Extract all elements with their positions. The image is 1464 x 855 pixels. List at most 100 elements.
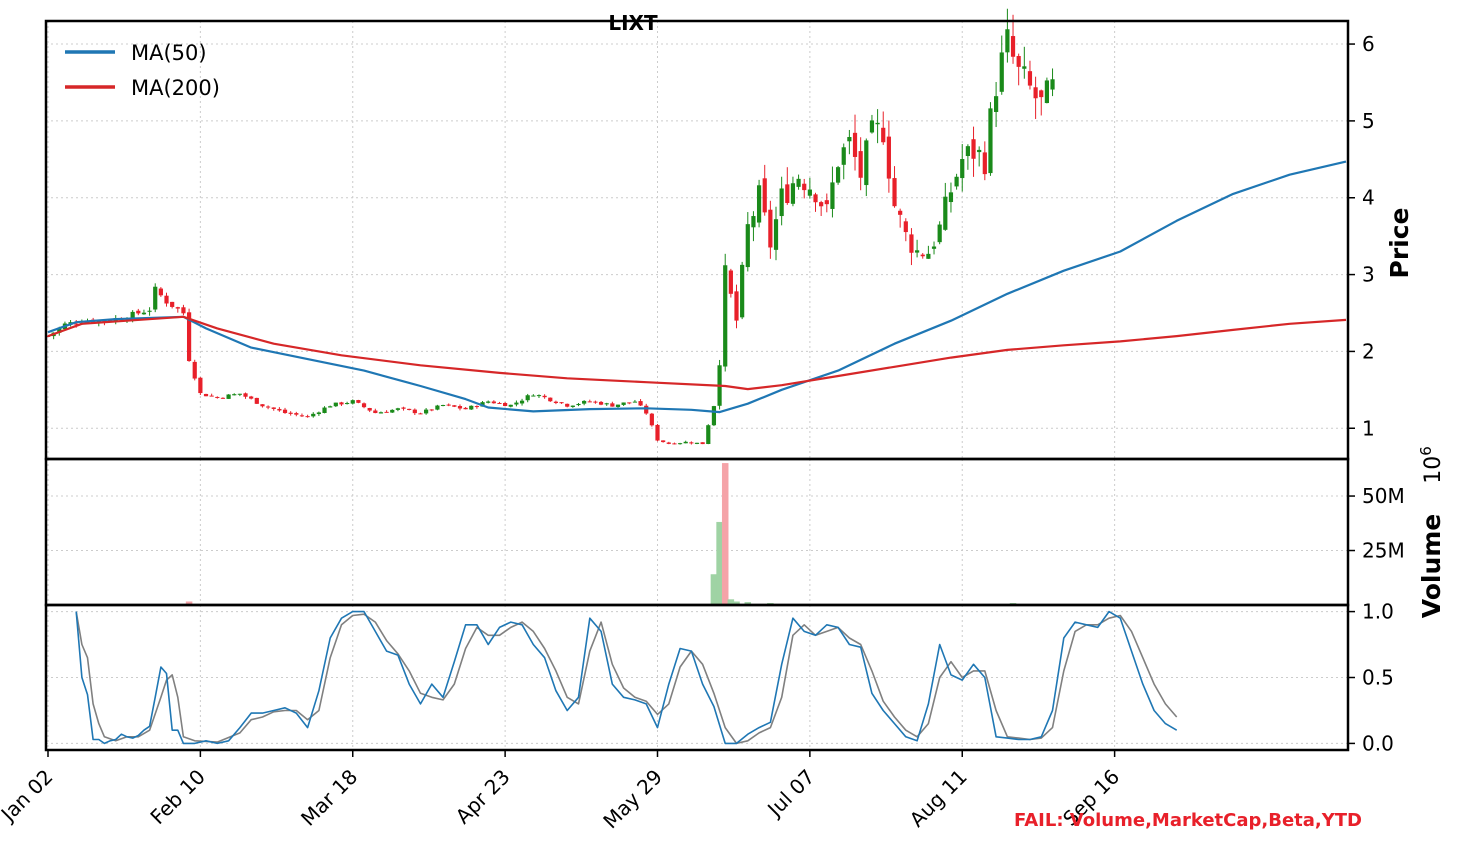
price-tick-label: 6 bbox=[1362, 32, 1375, 56]
ma200-line bbox=[47, 315, 1347, 391]
x-tick-label: Mar 18 bbox=[296, 765, 362, 831]
candle-body bbox=[548, 397, 553, 402]
candle-body bbox=[627, 402, 632, 404]
candle-body bbox=[711, 406, 717, 426]
candle-body bbox=[282, 409, 288, 414]
volume-scale-label: 106 bbox=[1417, 446, 1446, 484]
candle-body bbox=[1044, 80, 1049, 104]
candle-body bbox=[164, 295, 169, 304]
candle-body bbox=[322, 407, 327, 414]
candle-body bbox=[243, 393, 248, 397]
candle-body bbox=[819, 202, 824, 207]
candle-body bbox=[531, 395, 536, 397]
candle-body bbox=[435, 405, 440, 410]
volume-bar bbox=[721, 463, 729, 606]
candle-body bbox=[858, 151, 863, 178]
legend-label-ma200: MA(200) bbox=[131, 76, 220, 100]
candle-body bbox=[756, 185, 762, 223]
candle-body bbox=[1010, 36, 1016, 57]
candle-body bbox=[45, 335, 51, 337]
price-tick-label: 2 bbox=[1362, 339, 1375, 363]
candle-body bbox=[1050, 79, 1055, 90]
stoch-tick-label: 1.0 bbox=[1362, 600, 1394, 624]
candle-body bbox=[384, 411, 389, 413]
candle-body bbox=[294, 413, 299, 415]
candle-body bbox=[265, 406, 271, 408]
candle-body bbox=[74, 323, 79, 325]
chart-title: LIXT bbox=[608, 11, 658, 35]
candle-body bbox=[153, 286, 158, 310]
candle-body bbox=[740, 264, 745, 318]
candle-body bbox=[582, 400, 587, 404]
price-tick-label: 1 bbox=[1362, 416, 1375, 440]
candle-body bbox=[570, 405, 575, 407]
candle-body bbox=[982, 152, 987, 175]
candle-body bbox=[773, 219, 779, 250]
candle-body bbox=[497, 402, 502, 404]
candle-body bbox=[519, 400, 525, 404]
candle-body bbox=[345, 403, 350, 405]
candle-body bbox=[666, 442, 671, 444]
candle-body bbox=[903, 221, 908, 233]
candle-body bbox=[886, 136, 891, 179]
candle-body bbox=[802, 183, 807, 191]
candle-body bbox=[926, 253, 931, 259]
candle-body bbox=[469, 405, 474, 410]
candle-body bbox=[723, 265, 728, 367]
candle-body bbox=[401, 407, 406, 409]
legend-label-ma50: MA(50) bbox=[131, 41, 207, 65]
candlesticks bbox=[45, 8, 1055, 445]
volume-tick-label: 25M bbox=[1362, 539, 1405, 563]
candle-body bbox=[158, 288, 163, 296]
candle-body bbox=[700, 442, 705, 445]
candle-body bbox=[542, 395, 547, 398]
candle-body bbox=[130, 311, 135, 321]
candle-body bbox=[943, 196, 948, 230]
legend: MA(50) MA(200) bbox=[65, 41, 220, 100]
candle-body bbox=[350, 400, 355, 404]
moving-averages bbox=[47, 160, 1347, 414]
candle-body bbox=[491, 401, 496, 404]
candle-body bbox=[373, 410, 378, 414]
candle-body bbox=[920, 254, 925, 257]
candle-body bbox=[407, 408, 412, 410]
volume-y-ticks: 25M 50M bbox=[1348, 484, 1405, 563]
candle-body bbox=[830, 182, 835, 209]
volume-bars bbox=[185, 463, 1017, 606]
candle-body bbox=[869, 120, 875, 133]
candle-body bbox=[587, 401, 592, 403]
candle-body bbox=[181, 307, 186, 314]
stoch-grid bbox=[46, 605, 1348, 750]
candle-body bbox=[486, 401, 491, 403]
candle-body bbox=[536, 395, 542, 397]
candle-body bbox=[311, 413, 316, 417]
candle-body bbox=[503, 403, 508, 407]
candle-body bbox=[864, 140, 869, 186]
candle-body bbox=[514, 402, 519, 405]
candle-body bbox=[593, 401, 598, 403]
candle-body bbox=[328, 406, 333, 408]
candle-body bbox=[288, 412, 293, 414]
volume-bar bbox=[716, 521, 723, 606]
candle-body bbox=[1033, 87, 1038, 99]
candle-body bbox=[305, 416, 310, 418]
price-y-ticks: 1 2 3 4 5 6 bbox=[1348, 32, 1375, 440]
candle-body bbox=[474, 406, 480, 408]
candle-body bbox=[796, 178, 801, 187]
candle-body bbox=[339, 402, 344, 405]
candle-body bbox=[728, 270, 733, 294]
price-tick-label: 5 bbox=[1362, 109, 1375, 133]
candle-body bbox=[367, 407, 372, 411]
volume-tick-label: 50M bbox=[1362, 484, 1405, 508]
x-tick-label: Feb 10 bbox=[145, 765, 210, 830]
candle-body bbox=[898, 210, 903, 215]
candle-body bbox=[1039, 90, 1044, 98]
candle-body bbox=[914, 250, 920, 253]
candle-body bbox=[931, 246, 937, 249]
candle-body bbox=[632, 401, 638, 403]
candle-body bbox=[615, 404, 621, 407]
candle-body bbox=[565, 403, 570, 407]
candle-body bbox=[186, 312, 192, 362]
candle-body bbox=[694, 442, 700, 444]
